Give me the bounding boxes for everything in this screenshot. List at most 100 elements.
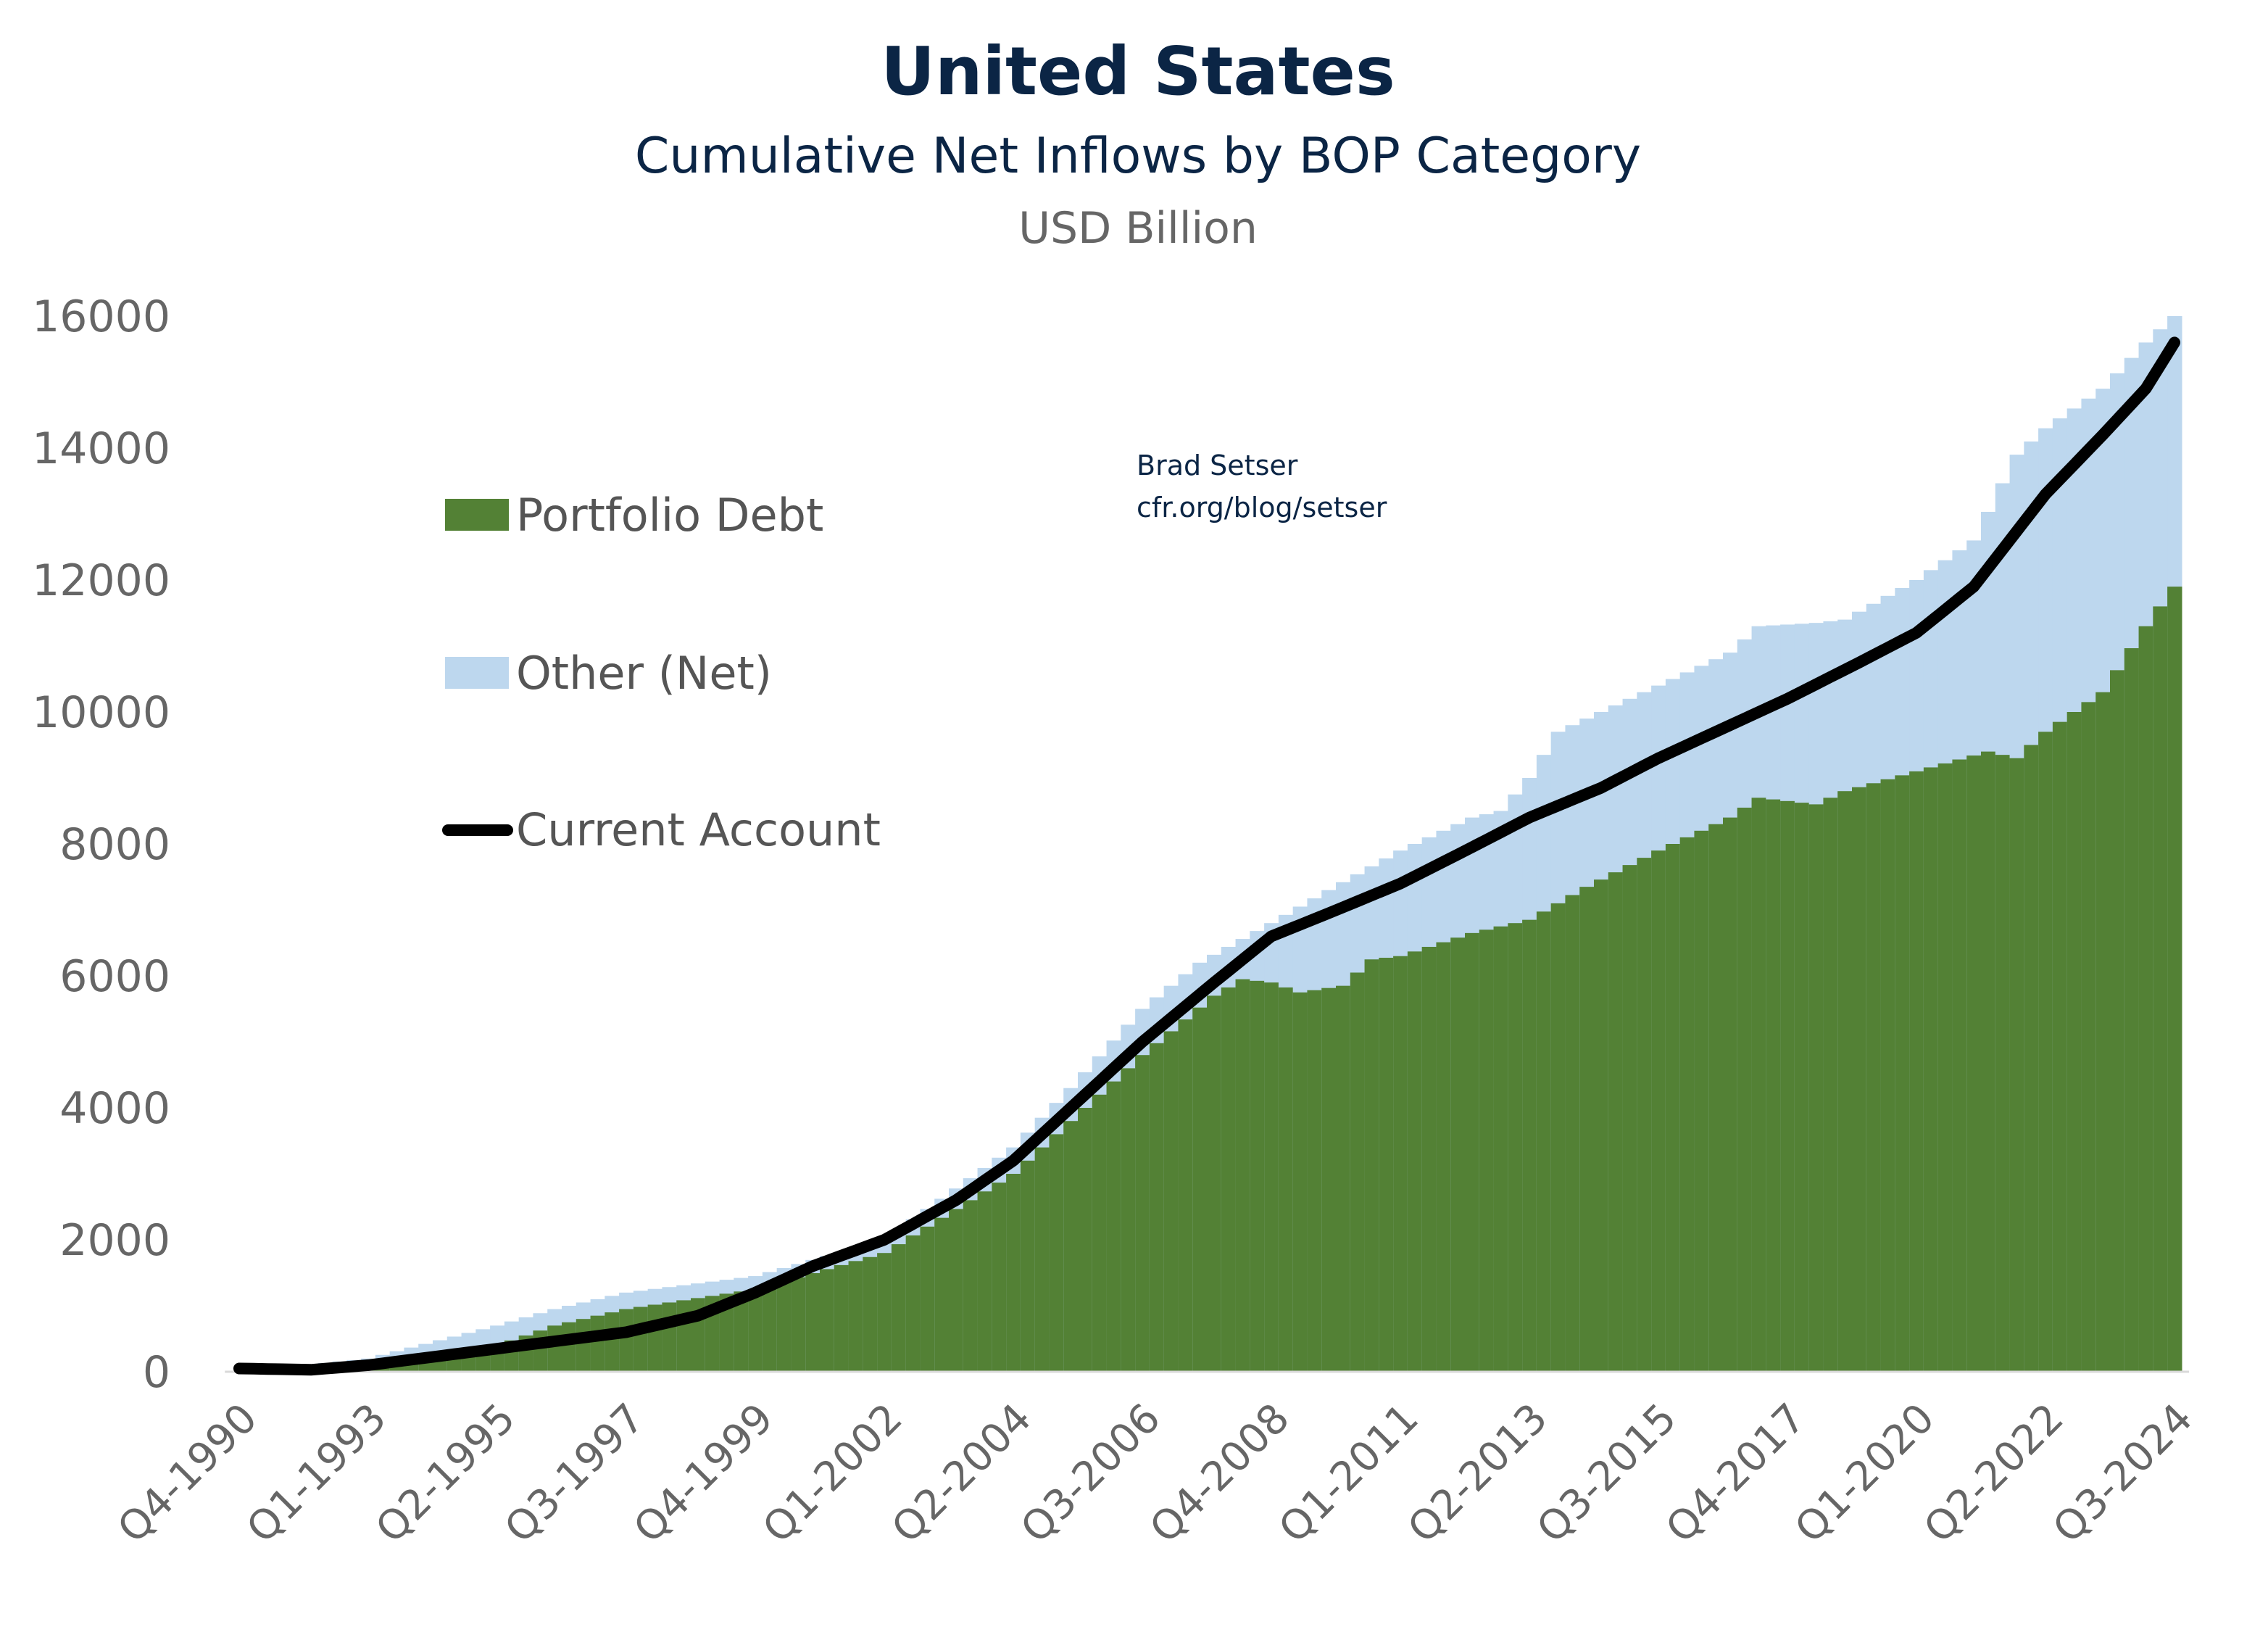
bar-portfolio-debt <box>877 1253 892 1372</box>
x-tick-label: Q3-2024 <box>2044 1395 2201 1552</box>
x-tick-label: Q1-2011 <box>1270 1395 1427 1552</box>
credit-url: cfr.org/blog/setser <box>1137 492 1387 523</box>
bar-portfolio-debt <box>1379 957 1394 1372</box>
bar-portfolio-debt <box>1995 755 2011 1372</box>
bar-portfolio-debt <box>820 1269 835 1372</box>
bar-portfolio-debt <box>2167 587 2182 1372</box>
bar-portfolio-debt <box>590 1315 605 1372</box>
bar-portfolio-debt <box>1981 751 1996 1372</box>
bar-portfolio-debt <box>619 1309 634 1372</box>
bar-portfolio-debt <box>920 1226 935 1372</box>
bar-portfolio-debt <box>1479 929 1495 1372</box>
bar-portfolio-debt <box>1493 926 1508 1372</box>
bar-portfolio-debt <box>977 1191 992 1372</box>
bar-portfolio-debt <box>1679 837 1695 1372</box>
plot-area <box>225 316 2189 1376</box>
y-tick-label: 0 <box>143 1347 170 1398</box>
bar-portfolio-debt <box>1450 937 1466 1372</box>
bar-portfolio-debt <box>762 1285 778 1372</box>
bar-portfolio-debt <box>2138 626 2153 1372</box>
bar-portfolio-debt <box>905 1235 921 1372</box>
bar-portfolio-debt <box>2124 648 2140 1372</box>
bar-portfolio-debt <box>734 1291 749 1372</box>
legend-label-current-account: Current Account <box>516 803 881 856</box>
bar-portfolio-debt <box>1780 800 1795 1372</box>
bar-portfolio-debt <box>2081 702 2096 1372</box>
bar-portfolio-debt <box>1020 1160 1036 1372</box>
bar-portfolio-debt <box>1350 972 1366 1372</box>
bar-portfolio-debt <box>1149 1043 1165 1372</box>
bar-portfolio-debt <box>2024 745 2039 1372</box>
bar-portfolio-debt <box>834 1264 850 1372</box>
bar-portfolio-debt <box>1966 755 1982 1372</box>
x-tick-label: Q3-1997 <box>496 1395 653 1552</box>
bar-portfolio-debt <box>1895 775 1910 1372</box>
x-tick-label: Q4-1990 <box>109 1395 266 1552</box>
bar-portfolio-debt <box>1078 1108 1093 1372</box>
bar-portfolio-debt <box>1135 1055 1150 1372</box>
bar-portfolio-debt <box>1880 779 1895 1372</box>
bar-portfolio-debt <box>389 1363 405 1372</box>
bar-portfolio-debt <box>1808 804 1824 1372</box>
y-tick-label: 2000 <box>59 1215 170 1266</box>
legend: Portfolio Debt Other (Net) Current Accou… <box>442 489 881 856</box>
y-tick-label: 6000 <box>59 951 170 1002</box>
bar-portfolio-debt <box>562 1322 577 1372</box>
bar-portfolio-debt <box>1092 1094 1108 1372</box>
bar-portfolio-debt <box>1221 987 1237 1372</box>
bar-portfolio-debt <box>2095 692 2111 1372</box>
x-tick-label: Q1-2002 <box>754 1395 911 1552</box>
bar-portfolio-debt <box>1837 791 1853 1372</box>
bar-portfolio-debt <box>934 1217 950 1372</box>
bar-portfolio-debt <box>1006 1174 1021 1372</box>
bar-portfolio-debt <box>1923 767 1939 1372</box>
y-tick-label: 10000 <box>32 687 170 738</box>
bar-portfolio-debt <box>1192 1007 1208 1372</box>
x-tick-label: Q3-2006 <box>1012 1395 1169 1552</box>
bar-portfolio-debt <box>1665 844 1681 1372</box>
bar-portfolio-debt <box>662 1302 677 1372</box>
y-tick-label: 16000 <box>32 291 170 342</box>
y-axis: 0 2000 4000 6000 8000 10000 12000 14000 16000 <box>32 291 170 1398</box>
bar-portfolio-debt <box>776 1281 792 1372</box>
bar-portfolio-debt <box>1952 759 1967 1372</box>
bar-portfolio-debt <box>1321 987 1337 1372</box>
bar-portfolio-debt <box>1852 787 1867 1372</box>
bar-portfolio-debt <box>1163 1031 1179 1372</box>
bar-portfolio-debt <box>1063 1121 1079 1372</box>
bar-portfolio-debt <box>1292 992 1308 1372</box>
y-tick-label: 14000 <box>32 423 170 474</box>
bar-portfolio-debt <box>992 1183 1007 1372</box>
bar-portfolio-debt <box>963 1200 979 1372</box>
x-tick-label: Q4-1999 <box>625 1395 782 1552</box>
legend-swatch-other-net <box>445 657 509 689</box>
bar-portfolio-debt <box>2038 732 2053 1372</box>
bar-portfolio-debt <box>676 1300 691 1372</box>
x-tick-label: Q2-1995 <box>367 1395 524 1552</box>
bar-portfolio-debt <box>1307 990 1322 1372</box>
bar-portfolio-debt <box>1121 1068 1136 1372</box>
bar-portfolio-debt <box>949 1209 964 1372</box>
bar-portfolio-debt <box>1866 783 1882 1372</box>
bar-portfolio-debt <box>1522 919 1537 1372</box>
x-tick-label: Q2-2022 <box>1915 1395 2072 1552</box>
bar-portfolio-debt <box>1536 911 1552 1372</box>
bar-portfolio-debt <box>1436 942 1451 1372</box>
bar-portfolio-debt <box>1034 1147 1050 1372</box>
x-tick-label: Q4-2008 <box>1141 1395 1298 1552</box>
y-tick-label: 8000 <box>59 819 170 870</box>
bar-portfolio-debt <box>647 1304 663 1372</box>
bar-portfolio-debt <box>1336 985 1351 1372</box>
legend-swatch-portfolio-debt <box>445 499 509 531</box>
bar-portfolio-debt <box>1178 1019 1193 1372</box>
x-tick-label: Q2-2004 <box>883 1395 1040 1552</box>
bar-portfolio-debt <box>1393 956 1408 1372</box>
bar-portfolio-debt <box>1594 879 1609 1372</box>
bar-portfolio-debt <box>1766 799 1781 1372</box>
bar-portfolio-debt <box>2009 758 2024 1372</box>
bar-portfolio-debt <box>2153 606 2168 1372</box>
bar-portfolio-debt <box>1049 1134 1064 1372</box>
bar-portfolio-debt <box>1421 946 1437 1372</box>
x-tick-label: Q1-1993 <box>238 1395 395 1552</box>
